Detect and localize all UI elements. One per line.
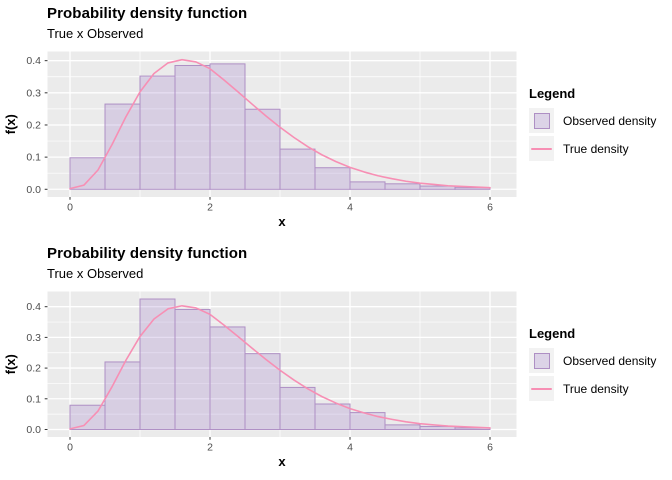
x-tick-label: 0: [67, 442, 73, 454]
true-density-line-icon: [531, 147, 552, 150]
true-density-curve: [69, 58, 491, 190]
x-tick-label: 6: [487, 442, 493, 454]
chart-title: Probability density function: [47, 5, 248, 22]
histogram-bar: [244, 108, 281, 190]
x-axis-title: x: [278, 214, 286, 229]
x-tick-label: 2: [207, 202, 213, 214]
y-tick-label: 0.3: [26, 332, 41, 344]
plot-area: 0 2 4 6 0.0 0.1 0.2 0.3 0.4 x f(x): [3, 51, 517, 229]
x-tick-label: 4: [347, 442, 353, 454]
chart-subtitle: True x Observed: [47, 26, 144, 41]
legend-label-true-density: True density: [563, 141, 629, 156]
histogram-bar: [174, 308, 211, 430]
plot-panel: [47, 51, 517, 197]
legend-key: [529, 376, 554, 401]
legend-title: Legend: [529, 86, 576, 101]
y-tick-label: 0.1: [26, 152, 41, 164]
histogram-bar: [209, 326, 246, 430]
legend-key: [529, 108, 554, 133]
observed-density-swatch-icon: [533, 352, 550, 369]
histogram-bar: [139, 298, 176, 430]
true-density-line-icon: [531, 387, 552, 390]
legend-item-observed-density: Observed density: [529, 108, 669, 133]
histogram-bar: [209, 63, 246, 190]
true-density-curve: [69, 304, 491, 430]
pdf-chart-bottom: Probability density function True x Obse…: [0, 240, 672, 480]
histogram-bar: [139, 75, 176, 190]
chart-title: Probability density function: [47, 245, 248, 262]
legend: Legend Observed density True density: [529, 86, 669, 164]
histogram-bar: [279, 386, 316, 430]
histogram-bar: [384, 424, 421, 430]
x-tick-label: 6: [487, 202, 493, 214]
x-tick-label: 2: [207, 442, 213, 454]
histogram-bar: [314, 403, 351, 430]
histogram-bar: [454, 187, 491, 190]
y-tick-label: 0.4: [26, 301, 41, 313]
legend-item-observed-density: Observed density: [529, 348, 669, 373]
histogram-bar: [244, 353, 281, 430]
histogram-bar: [349, 181, 386, 190]
x-tick-label: 4: [347, 202, 353, 214]
legend-label-true-density: True density: [563, 381, 629, 396]
histogram-bar: [69, 157, 106, 190]
y-tick-label: 0.3: [26, 87, 41, 99]
histogram-bar: [279, 148, 316, 190]
y-tick-label: 0.2: [26, 119, 41, 131]
y-tick-label: 0.0: [26, 424, 41, 436]
histogram-bar: [384, 183, 421, 190]
legend-item-true-density: True density: [529, 376, 669, 401]
legend-item-true-density: True density: [529, 136, 669, 161]
histogram-bar: [174, 64, 211, 190]
legend-title: Legend: [529, 326, 576, 341]
legend: Legend Observed density True density: [529, 326, 669, 404]
plot-area: 0 2 4 6 0.0 0.1 0.2 0.3 0.4 x f(x): [3, 291, 517, 469]
y-tick-label: 0.4: [26, 55, 41, 67]
plot-panel: [47, 291, 517, 437]
legend-label-observed-density: Observed density: [563, 113, 657, 128]
histogram-bar: [104, 361, 141, 430]
x-axis-title: x: [278, 454, 286, 469]
legend-label-observed-density: Observed density: [563, 353, 657, 368]
histogram-bar: [314, 167, 351, 190]
y-axis-title: f(x): [3, 354, 18, 374]
legend-key: [529, 136, 554, 161]
y-axis-title: f(x): [3, 114, 18, 134]
x-tick-label: 0: [67, 202, 73, 214]
observed-density-swatch-icon: [533, 112, 550, 129]
y-tick-label: 0.1: [26, 393, 41, 405]
chart-subtitle: True x Observed: [47, 266, 144, 281]
legend-key: [529, 348, 554, 373]
pdf-chart-top: Probability density function True x Obse…: [3, 5, 669, 229]
y-tick-label: 0.0: [26, 184, 41, 196]
histogram-bar: [349, 412, 386, 430]
y-tick-label: 0.2: [26, 363, 41, 375]
